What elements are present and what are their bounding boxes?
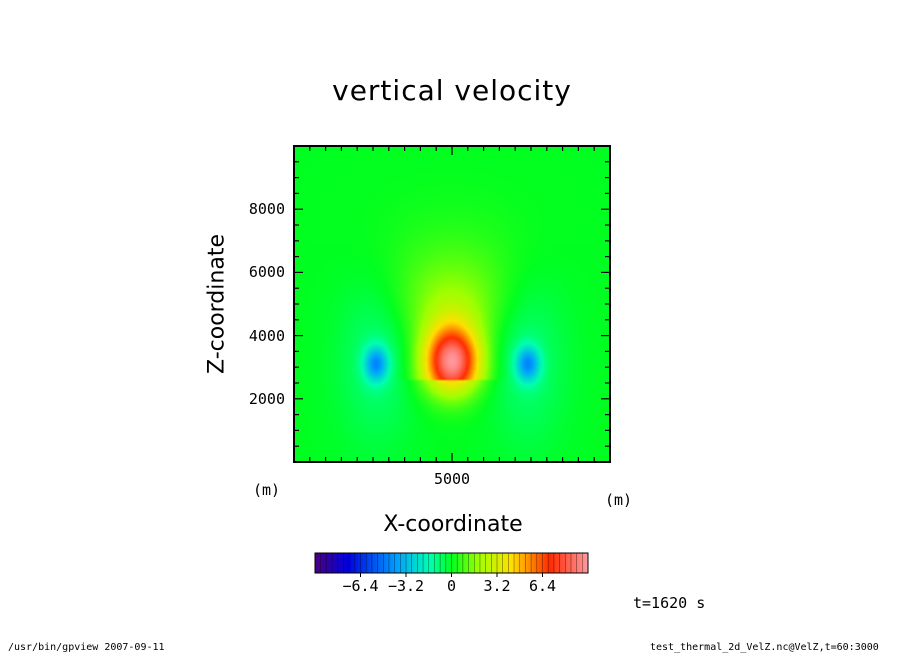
colorbar-tick-label: 6.4 xyxy=(528,577,557,595)
colorbar-tick-label: 0 xyxy=(446,577,457,595)
velocity-field xyxy=(294,146,610,462)
y-tick-label: 6000 xyxy=(248,263,285,282)
footer-right: test_thermal_2d_VelZ.nc@VelZ,t=60:3000 xyxy=(650,642,879,653)
x-tick-label: 5000 xyxy=(433,470,471,488)
axis-ticks xyxy=(294,146,610,462)
colorbar-tick-label: −3.2 xyxy=(387,577,425,595)
chart-title: vertical velocity xyxy=(332,74,572,107)
x-axis-unit: (m) xyxy=(605,491,633,509)
x-axis-label: X-coordinate xyxy=(383,512,523,537)
colorbar xyxy=(314,552,589,577)
y-tick-label: 4000 xyxy=(248,326,285,345)
y-axis-unit: (m) xyxy=(253,481,281,499)
y-axis-label: Z-coordinate xyxy=(204,234,230,374)
y-tick-label: 2000 xyxy=(248,389,285,408)
time-label: t=1620 s xyxy=(633,594,706,612)
footer-left: /usr/bin/gpview 2007-09-11 xyxy=(8,642,165,653)
colorbar-tick-label: 3.2 xyxy=(483,577,511,595)
colorbar-tick-label: −6.4 xyxy=(342,577,379,595)
y-tick-label: 8000 xyxy=(248,200,285,219)
field-image xyxy=(294,146,610,462)
